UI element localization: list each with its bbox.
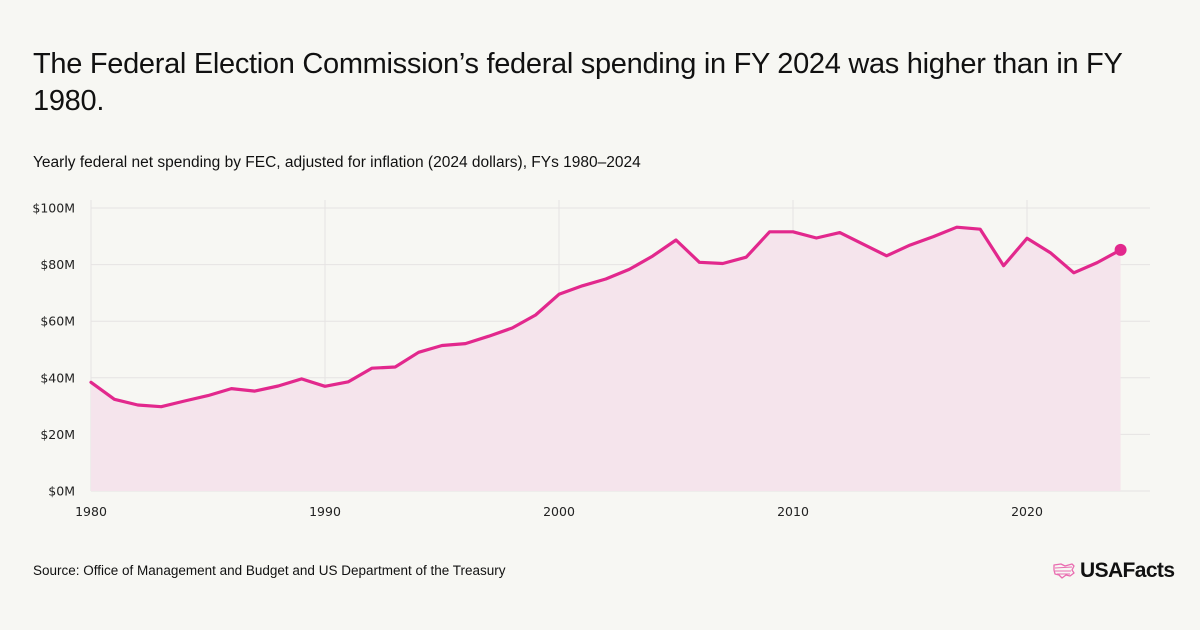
data-point xyxy=(487,334,491,338)
x-axis: 1980 1990 2000 2010 2020 xyxy=(75,504,1043,519)
data-point xyxy=(183,399,187,403)
data-point xyxy=(955,225,959,229)
data-point xyxy=(791,230,795,234)
data-point xyxy=(651,254,655,258)
data-point xyxy=(206,394,210,398)
area-fill xyxy=(91,227,1121,491)
data-point xyxy=(627,267,631,271)
data-point xyxy=(276,384,280,388)
area-layer xyxy=(91,227,1121,491)
x-tick-label: 2010 xyxy=(777,504,809,519)
y-tick-label: $80M xyxy=(40,257,75,272)
data-point xyxy=(1095,261,1099,265)
data-point xyxy=(136,403,140,407)
data-point xyxy=(440,344,444,348)
x-tick-label: 1980 xyxy=(75,504,107,519)
x-tick-label: 1990 xyxy=(309,504,341,519)
data-point xyxy=(861,242,865,246)
data-point xyxy=(931,235,935,239)
y-tick-label: $20M xyxy=(40,427,75,442)
data-point xyxy=(229,387,233,391)
data-point xyxy=(323,384,327,388)
source-note: Source: Office of Management and Budget … xyxy=(33,563,506,578)
data-point xyxy=(463,342,467,346)
data-point xyxy=(1002,264,1006,268)
data-point xyxy=(370,366,374,370)
y-axis: $0M $20M $40M $60M $80M $100M xyxy=(32,201,75,499)
data-point xyxy=(393,365,397,369)
data-point xyxy=(417,350,421,354)
data-point xyxy=(814,236,818,240)
y-tick-label: $0M xyxy=(48,484,75,499)
chart-subtitle: Yearly federal net spending by FEC, adju… xyxy=(33,154,641,171)
data-point xyxy=(510,326,514,330)
logo-text: USAFacts xyxy=(1080,559,1175,582)
data-point xyxy=(159,405,163,409)
data-point xyxy=(604,277,608,281)
line-layer xyxy=(89,225,1127,409)
data-point xyxy=(300,377,304,381)
usafacts-logo[interactable]: USAFacts xyxy=(1052,559,1175,583)
y-tick-label: $40M xyxy=(40,370,75,385)
data-point xyxy=(89,380,93,384)
data-point xyxy=(885,254,889,258)
data-point xyxy=(253,389,257,393)
data-point xyxy=(697,260,701,264)
data-point xyxy=(908,243,912,247)
data-point xyxy=(768,230,772,234)
y-tick-label: $100M xyxy=(32,201,75,216)
data-point xyxy=(580,284,584,288)
data-point xyxy=(112,397,116,401)
x-tick-label: 2000 xyxy=(543,504,575,519)
data-point xyxy=(838,231,842,235)
series-line xyxy=(89,225,1123,409)
x-tick-label: 2020 xyxy=(1011,504,1043,519)
data-point xyxy=(557,292,561,296)
data-point xyxy=(1048,251,1052,255)
data-point xyxy=(721,261,725,265)
data-point xyxy=(346,380,350,384)
data-point xyxy=(1072,271,1076,275)
data-point xyxy=(534,313,538,317)
data-point xyxy=(978,227,982,231)
us-map-icon xyxy=(1053,563,1075,579)
data-point xyxy=(744,255,748,259)
data-point xyxy=(674,238,678,242)
data-point xyxy=(1025,236,1029,240)
chart-title: The Federal Election Commission’s federa… xyxy=(33,48,1122,117)
last-point-marker xyxy=(1114,243,1127,256)
y-tick-label: $60M xyxy=(40,314,75,329)
